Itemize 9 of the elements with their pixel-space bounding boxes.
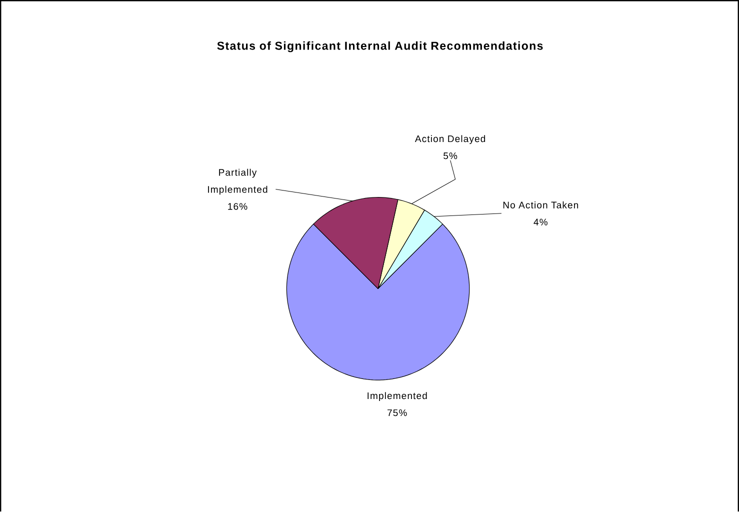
data-label: 75%	[388, 409, 407, 416]
chart-title: Status of Significant Internal Audit Recommendations	[217, 41, 543, 52]
slice-label: Action Delayed	[414, 135, 486, 144]
data-label: 16%	[228, 203, 248, 210]
slice-label: Partially Implemented	[208, 168, 268, 195]
data-label: 4%	[534, 218, 548, 226]
slice-label: Implemented	[368, 392, 427, 401]
slice-label: No Action Taken	[503, 201, 578, 208]
data-label: 5%	[444, 152, 458, 160]
